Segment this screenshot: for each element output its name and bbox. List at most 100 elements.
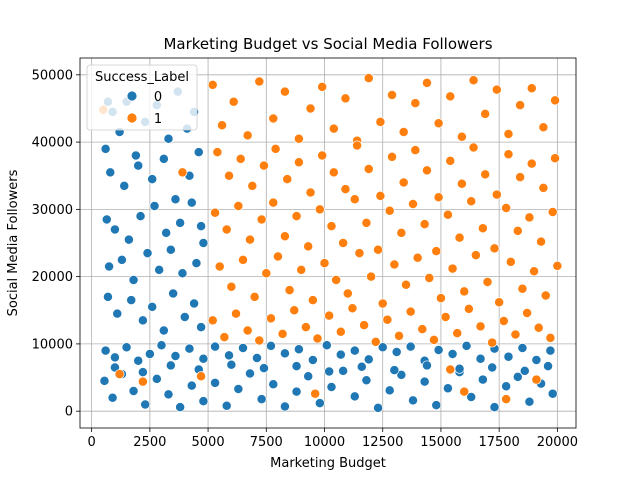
legend: Success_Label 0 1 <box>86 64 198 131</box>
point-series-1-125 <box>207 315 218 326</box>
point-series-1-84 <box>431 246 442 257</box>
point-series-1-67 <box>233 201 244 211</box>
point-series-1-95 <box>214 261 225 272</box>
point-series-0-96 <box>256 394 267 405</box>
point-series-0-110 <box>419 376 430 387</box>
point-series-1-136 <box>335 326 346 337</box>
point-series-1-36 <box>224 170 234 181</box>
point-series-1-15 <box>328 123 339 134</box>
point-series-0-16 <box>158 153 169 164</box>
point-series-0-38 <box>102 291 113 302</box>
point-series-1-73 <box>303 241 314 252</box>
point-series-0-83 <box>107 392 118 403</box>
point-series-0-25 <box>161 227 172 238</box>
point-series-1-29 <box>491 84 502 95</box>
legend-title: Success_Label <box>95 70 189 85</box>
point-series-0-104 <box>349 391 360 402</box>
point-series-0-114 <box>466 392 477 403</box>
point-series-0-46 <box>189 298 200 309</box>
point-series-0-28 <box>196 221 207 232</box>
point-series-0-102 <box>326 382 337 392</box>
point-series-0-118 <box>512 371 523 382</box>
point-series-1-100 <box>272 251 283 262</box>
point-series-1-49 <box>375 190 386 201</box>
point-series-1-155 <box>459 386 470 397</box>
x-tick-label-0: 0 <box>88 435 96 450</box>
point-series-1-30 <box>503 129 514 139</box>
point-series-0-26 <box>175 217 186 228</box>
point-series-0-61 <box>265 340 276 351</box>
point-series-1-4 <box>196 371 207 382</box>
point-series-1-158 <box>445 364 456 375</box>
point-series-1-159 <box>310 388 321 399</box>
point-series-0-27 <box>186 197 197 208</box>
y-tick-label-0: 0 <box>65 405 73 420</box>
point-series-1-69 <box>256 214 267 225</box>
point-series-1-51 <box>398 177 409 188</box>
point-series-0-23 <box>135 211 146 222</box>
point-series-1-137 <box>347 303 358 314</box>
point-series-1-139 <box>370 336 381 347</box>
point-series-0-32 <box>142 248 153 259</box>
point-series-0-21 <box>109 224 120 235</box>
point-series-1-99 <box>261 268 272 279</box>
point-series-0-33 <box>154 264 165 275</box>
point-series-1-151 <box>510 329 521 340</box>
point-series-0-57 <box>210 341 221 352</box>
point-series-0-79 <box>517 342 528 353</box>
point-series-0-108 <box>396 369 407 380</box>
point-series-1-157 <box>531 374 542 385</box>
x-axis-label: Marketing Budget <box>270 456 386 471</box>
point-series-1-79 <box>373 244 384 255</box>
point-series-0-78 <box>503 351 514 362</box>
point-series-0-106 <box>373 402 384 413</box>
point-series-0-92 <box>210 377 221 388</box>
point-series-1-46 <box>340 184 351 195</box>
point-series-1-110 <box>389 259 400 270</box>
point-series-0-24 <box>149 201 160 211</box>
y-tick-label-4: 40000 <box>32 136 73 151</box>
point-series-1-12 <box>293 133 304 144</box>
point-series-0-47 <box>196 322 207 333</box>
point-series-1-147 <box>463 303 474 314</box>
point-series-0-133 <box>454 363 465 374</box>
point-series-1-9 <box>254 76 265 87</box>
point-series-0-66 <box>335 349 346 360</box>
point-series-1-80 <box>384 205 395 216</box>
point-series-0-89 <box>175 402 186 413</box>
point-series-0-131 <box>389 365 400 376</box>
point-series-1-33 <box>538 122 549 133</box>
y-axis-ticks: 0 10000 20000 30000 40000 50000 <box>32 68 80 420</box>
point-series-1-61 <box>515 172 526 183</box>
point-series-1-52 <box>410 145 421 156</box>
point-series-0-17 <box>170 194 181 205</box>
point-series-0-103 <box>338 365 349 376</box>
point-series-0-86 <box>140 399 151 410</box>
point-series-1-35 <box>212 147 223 158</box>
point-series-1-2 <box>137 376 148 387</box>
point-series-0-30 <box>116 254 127 265</box>
y-tick-label-2: 20000 <box>32 270 73 285</box>
point-series-1-93 <box>536 236 547 247</box>
point-series-0-81 <box>545 345 556 356</box>
point-series-0-20 <box>101 214 112 225</box>
point-series-0-75 <box>461 340 472 351</box>
point-series-0-35 <box>177 268 188 279</box>
point-series-1-63 <box>538 182 549 193</box>
point-series-1-86 <box>454 232 465 243</box>
legend-label-1: 1 <box>154 112 162 127</box>
point-series-1-28 <box>480 108 491 119</box>
legend-box <box>86 64 198 131</box>
y-tick-label-3: 30000 <box>32 203 73 218</box>
point-series-1-78 <box>361 217 372 228</box>
point-series-1-58 <box>480 169 491 180</box>
point-series-0-80 <box>531 355 542 366</box>
point-series-1-131 <box>277 328 288 339</box>
point-series-0-105 <box>361 375 372 386</box>
point-series-1-1 <box>114 369 125 380</box>
point-series-0-134 <box>487 362 498 373</box>
point-series-1-124 <box>552 260 563 271</box>
point-series-0-49 <box>109 352 120 363</box>
point-series-0-100 <box>303 371 314 382</box>
